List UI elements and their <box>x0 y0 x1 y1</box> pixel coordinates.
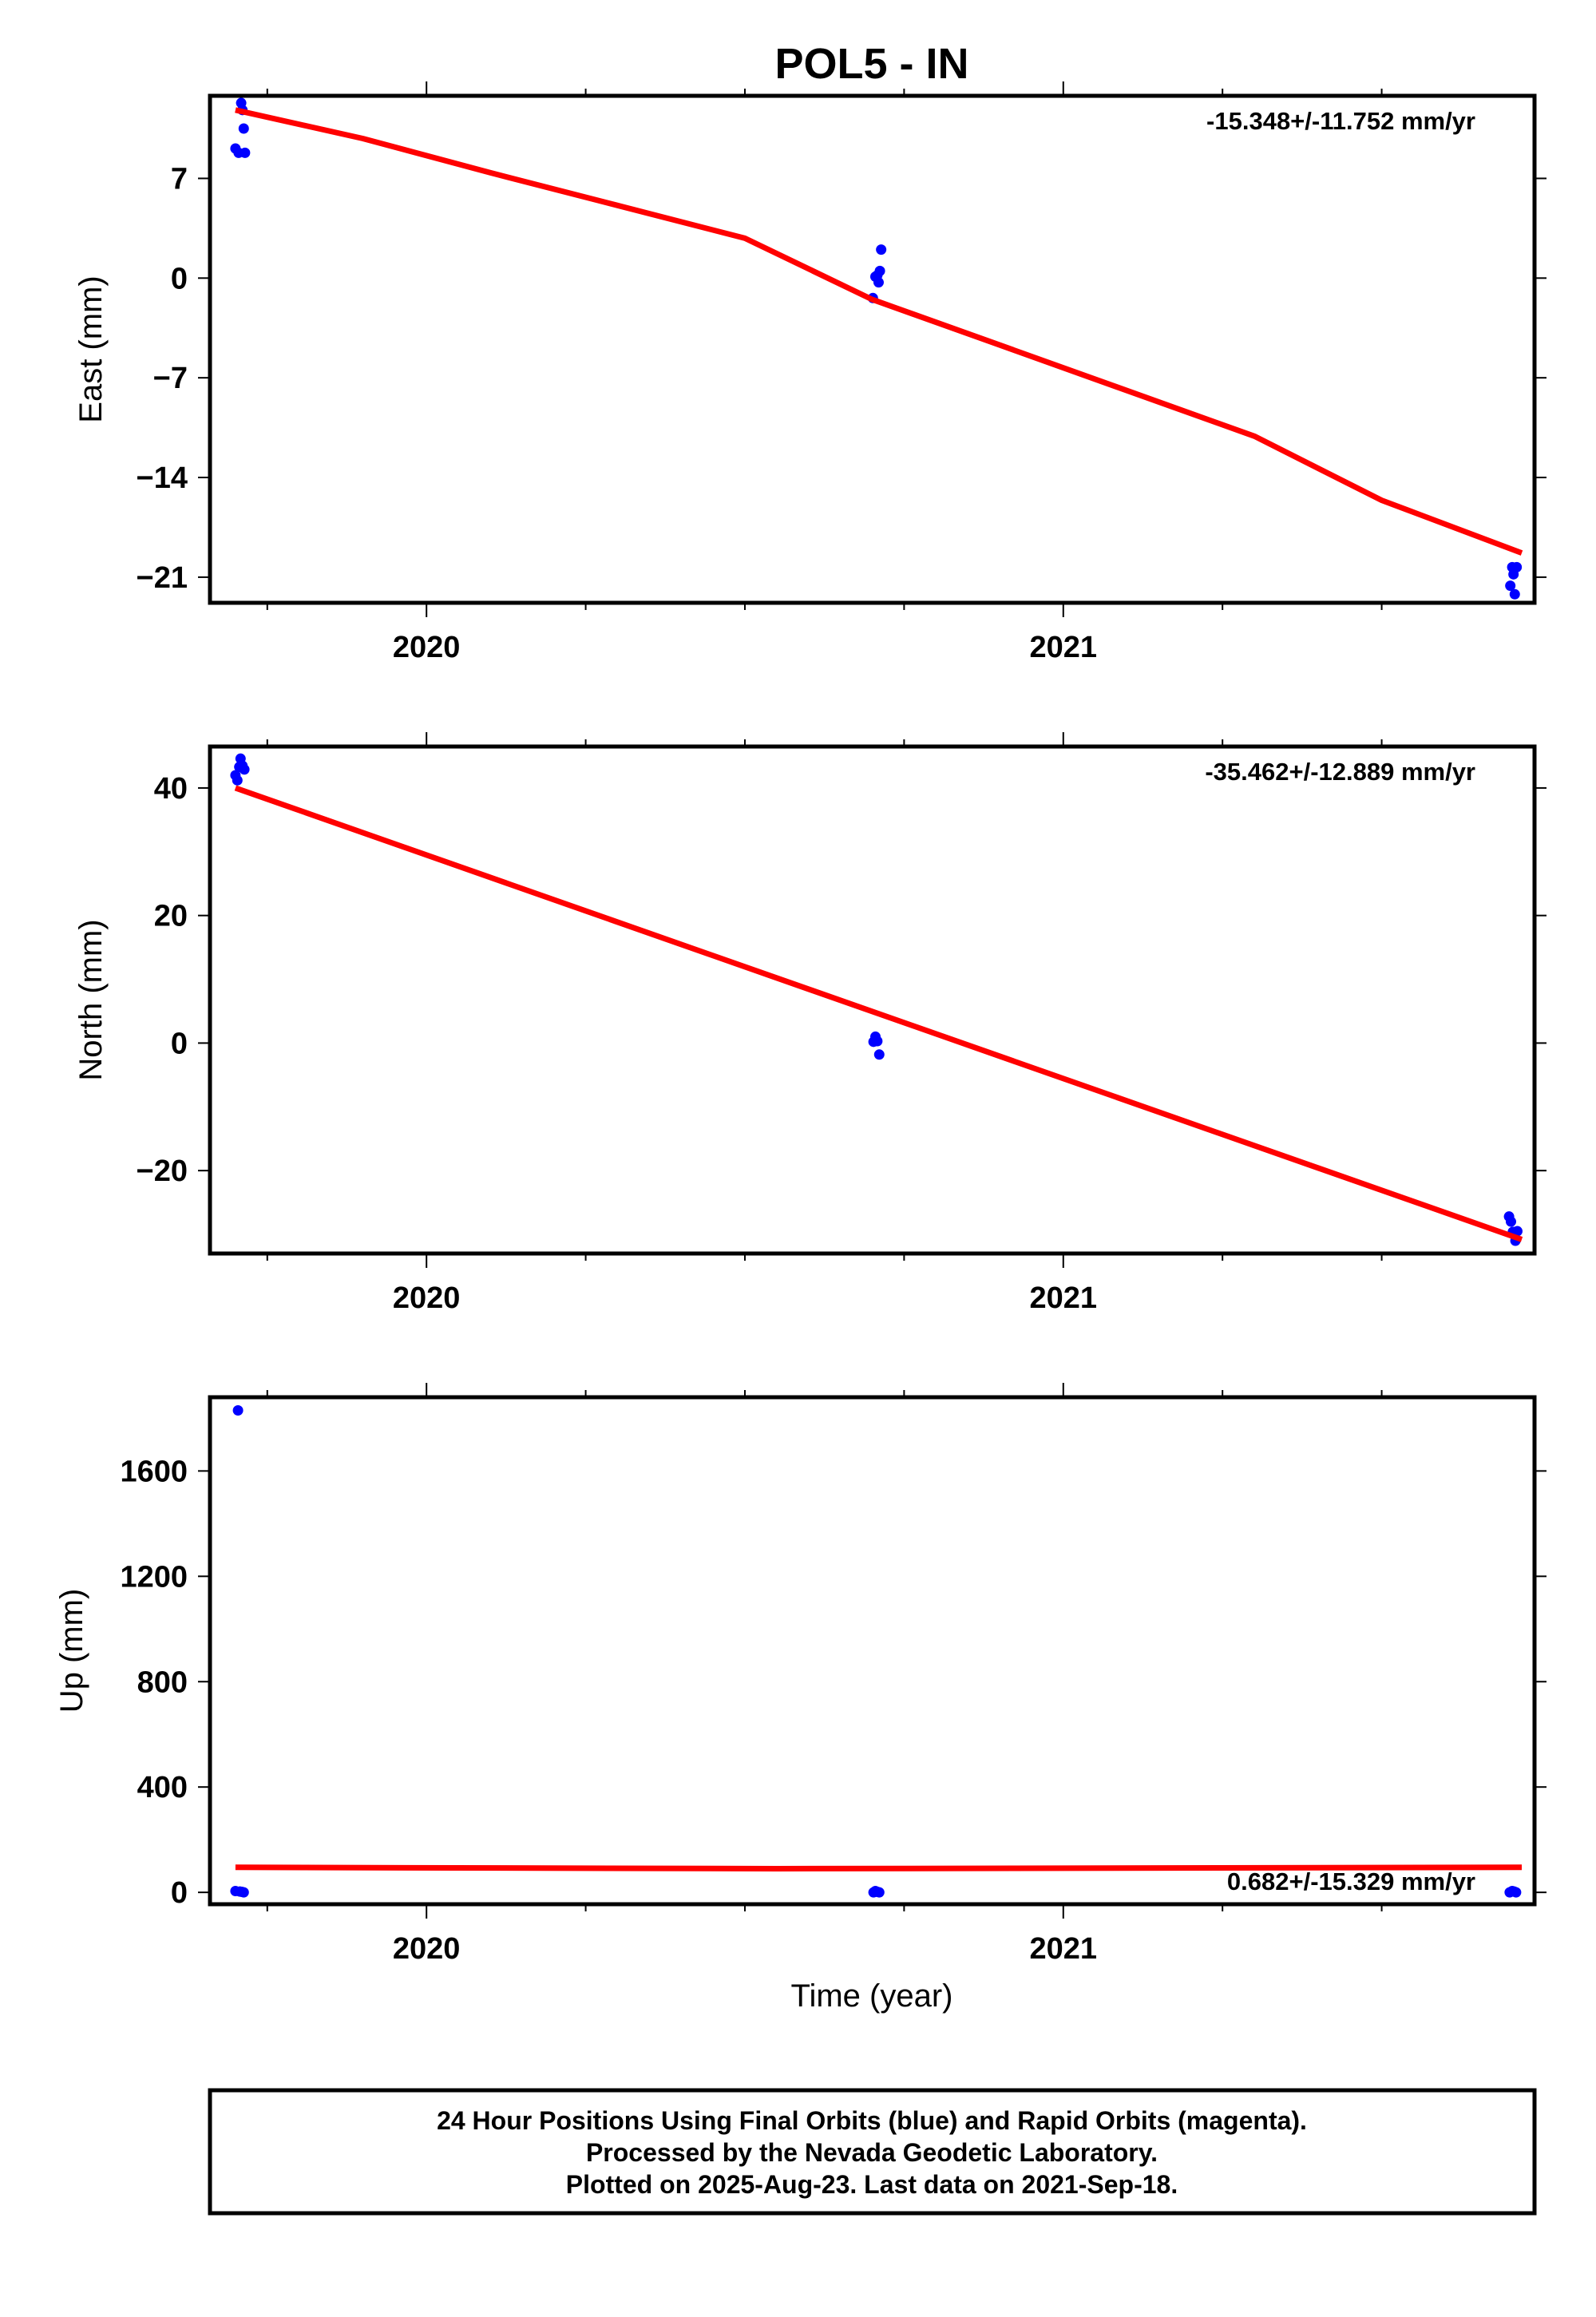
panel-north: −20 0 20 40 2020 2021 -35.462+/-12.889 mm/yr No… <box>73 732 1546 1315</box>
up-xtick-label: 2020 <box>393 1932 461 1966</box>
up-data-point <box>873 1887 885 1898</box>
north-ylabel: North (mm) <box>73 919 109 1080</box>
footer-line-3: Plotted on 2025-Aug-23. Last data on 202… <box>566 2170 1178 2199</box>
east-ytick-label: 7 <box>171 162 188 196</box>
east-ytick-label: −7 <box>153 362 188 395</box>
north-data-point <box>1511 1226 1523 1237</box>
north-plot-frame <box>208 744 1537 1256</box>
up-plot-frame <box>208 1395 1537 1907</box>
east-xtick-label: 2021 <box>1030 631 1098 664</box>
xlabel: Time (year) <box>791 1978 953 2014</box>
north-xtick-label: 2021 <box>1030 1281 1098 1315</box>
east-ytick-label: −14 <box>137 461 188 495</box>
up-data <box>230 1404 1523 1898</box>
up-trend-line <box>235 1864 1523 1871</box>
north-data-point <box>872 1036 883 1047</box>
panels: −21 −14 −7 0 7 2020 2021 -15.348+/-11.752 mm/yr… <box>54 81 1546 2014</box>
north-xtick-label: 2020 <box>393 1281 461 1315</box>
up-ytick-label: 0 <box>171 1876 188 1910</box>
north-ytick-label: 40 <box>154 772 188 806</box>
east-ytick-label: −21 <box>137 561 188 595</box>
footer-line-2: Processed by the Nevada Geodetic Laborat… <box>586 2138 1158 2167</box>
east-data-point <box>238 123 249 134</box>
east-data-point <box>1511 561 1523 572</box>
east-data-point <box>1505 580 1516 592</box>
north-rate-annotation: -35.462+/-12.889 mm/yr <box>1205 758 1475 786</box>
up-data-point <box>232 1404 244 1416</box>
north-ytick-label: 20 <box>154 900 188 933</box>
east-trend-line <box>235 107 1523 556</box>
east-plot-frame <box>208 93 1537 605</box>
footer-box: 24 Hour Positions Using Final Orbits (bl… <box>208 2088 1537 2216</box>
chart-title: POL5 - IN <box>774 40 968 88</box>
up-ytick-label: 1200 <box>120 1560 188 1594</box>
up-rate-annotation: 0.682+/-15.329 mm/yr <box>1227 1867 1475 1895</box>
up-xtick-label: 2021 <box>1030 1932 1098 1966</box>
north-data-point <box>232 774 243 786</box>
east-ytick-label: 0 <box>171 262 188 295</box>
east-ylabel: East (mm) <box>73 275 109 422</box>
up-ytick-label: 800 <box>137 1665 188 1699</box>
north-data-point <box>239 764 250 775</box>
north-trend-line <box>234 785 1523 1242</box>
north-data <box>230 753 1523 1246</box>
up-ytick-label: 400 <box>137 1771 188 1804</box>
east-data-point <box>874 265 885 276</box>
panel-east: −21 −14 −7 0 7 2020 2021 -15.348+/-11.752 mm/yr… <box>73 81 1546 664</box>
footer-line-1: 24 Hour Positions Using Final Orbits (bl… <box>437 2106 1307 2135</box>
footer-frame <box>208 2088 1537 2216</box>
east-data-point <box>1509 588 1520 600</box>
up-data-point <box>1511 1887 1522 1898</box>
east-data-point <box>876 244 887 255</box>
east-data-point <box>240 147 251 158</box>
north-data-point <box>1505 1216 1516 1227</box>
up-ylabel: Up (mm) <box>54 1589 89 1713</box>
east-rate-annotation: -15.348+/-11.752 mm/yr <box>1206 107 1475 135</box>
up-data-point <box>238 1887 249 1898</box>
up-ytick-label: 1600 <box>120 1455 188 1488</box>
east-xtick-label: 2020 <box>393 631 461 664</box>
panel-up: 0 400 800 1200 1600 2020 2021 0.682+/-15.329 mm… <box>54 1383 1546 2014</box>
north-data-point <box>873 1049 885 1060</box>
east-data-point <box>873 277 884 288</box>
east-data <box>230 97 1523 600</box>
north-ytick-label: −20 <box>137 1155 188 1188</box>
north-ytick-label: 0 <box>171 1027 188 1060</box>
